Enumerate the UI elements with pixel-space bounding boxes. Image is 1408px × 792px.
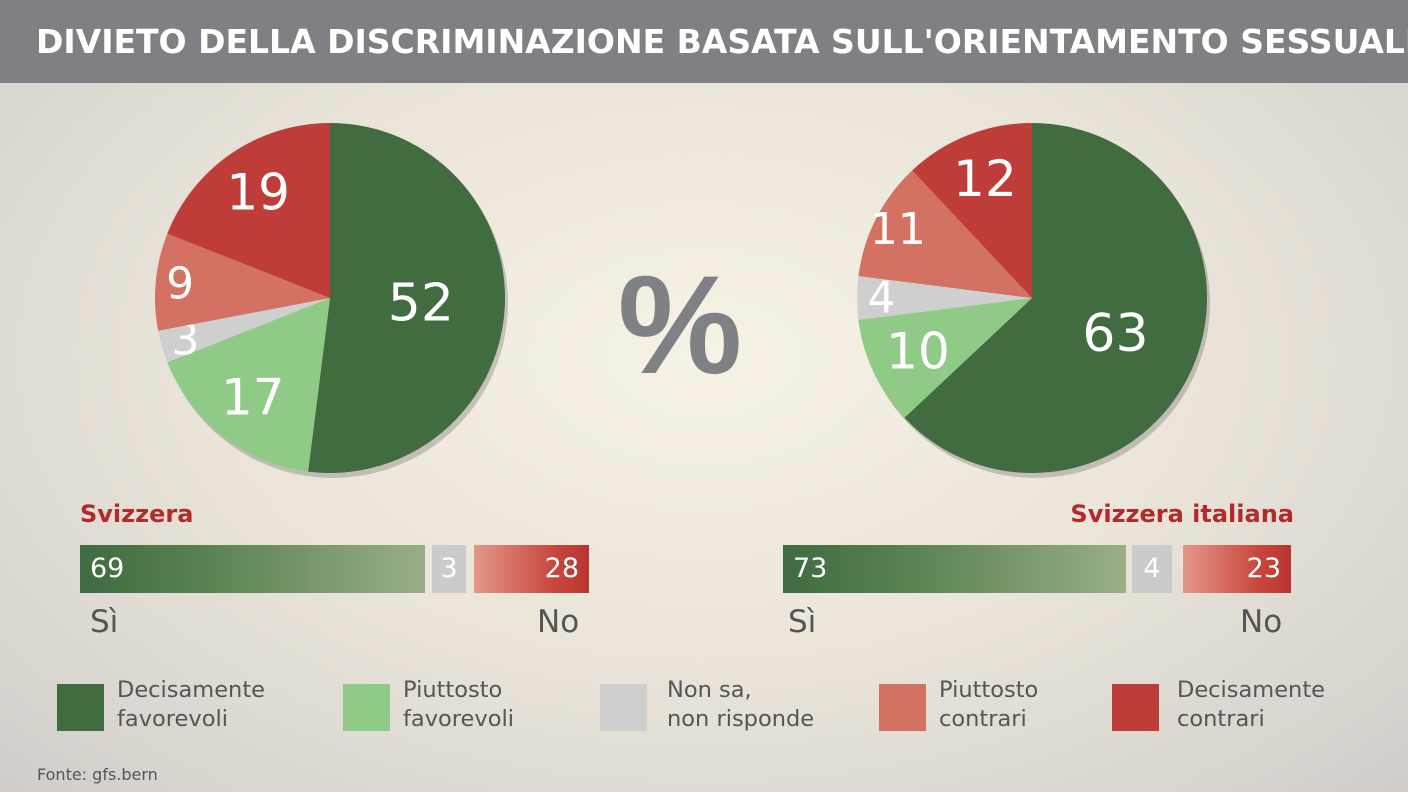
pie-slice-piuttosto-contrari: [155, 233, 330, 331]
yes-label-svizzera: Sì: [90, 604, 119, 640]
legend-swatch: [57, 684, 104, 731]
legend-label: Decisamente contrari: [1177, 677, 1325, 732]
summary-bar-unknown-svizzera-italiana: 4: [1132, 545, 1172, 593]
summary-bar-unknown-svizzera: 3: [432, 545, 466, 593]
legend-label: Piuttosto contrari: [939, 677, 1039, 732]
pie-label-non-sa: 4: [868, 273, 896, 324]
pie-slice-piuttosto-contrari: [858, 170, 1032, 298]
legend-swatch: [343, 684, 390, 731]
yes-label-svizzera-italiana: Sì: [788, 604, 817, 640]
no-label-svizzera: No: [537, 604, 580, 640]
summary-bar-yes-svizzera: 69: [80, 545, 425, 593]
no-label-svizzera-italiana: No: [1240, 604, 1283, 640]
pie-slice-decisamente-contrari: [167, 122, 330, 298]
legend-label: Decisamente favorevoli: [117, 677, 265, 732]
pie-label-piuttosto-contrari: 11: [870, 204, 926, 255]
pie-slice-piuttosto-favorevoli: [858, 298, 1032, 418]
summary-bar-no-svizzera: 28: [474, 545, 589, 593]
pie-label-decisamente-contrari: 12: [953, 150, 1017, 208]
pie-label-decisamente-favorevoli: 52: [388, 274, 454, 334]
summary-bar-no-svizzera-italiana: 23: [1183, 545, 1291, 593]
summary-bar-yes-svizzera-italiana: 73: [783, 545, 1126, 593]
pie-chart-svizzera-italiana: 63 104 11 12: [857, 123, 1210, 478]
pie-label-decisamente-contrari: 19: [226, 163, 290, 221]
pie-slice-non-sa: [857, 276, 1032, 320]
region-label-svizzera: Svizzera: [80, 500, 194, 528]
pie-label-piuttosto-contrari: 9: [166, 258, 194, 309]
pie-slice-decisamente-favorevoli: [308, 123, 505, 473]
percent-symbol: %: [617, 246, 743, 403]
pie-slice-decisamente-contrari: [912, 123, 1032, 298]
legend-label: Piuttosto favorevoli: [403, 677, 514, 732]
pie-slice-piuttosto-favorevoli: [167, 298, 330, 472]
pie-label-piuttosto-favorevoli: 10: [886, 323, 950, 381]
pie-label-decisamente-favorevoli: 63: [1082, 304, 1148, 364]
chart-title: DIVIETO DELLA DISCRIMINAZIONE BASATA SUL…: [36, 22, 1408, 61]
legend-swatch: [1112, 684, 1159, 731]
legend-label: Non sa, non risponde: [667, 677, 815, 732]
region-label-svizzera-italiana: Svizzera italiana: [1070, 500, 1294, 528]
pie-slice-non-sa: [158, 298, 330, 363]
pie-slice-decisamente-favorevoli: [904, 123, 1207, 473]
source-note: Fonte: gfs.bern: [37, 765, 158, 784]
legend-swatch: [879, 684, 926, 731]
legend-swatch: [600, 684, 647, 731]
title-bar: DIVIETO DELLA DISCRIMINAZIONE BASATA SUL…: [0, 0, 1408, 83]
pie-label-piuttosto-favorevoli: 17: [221, 369, 285, 427]
